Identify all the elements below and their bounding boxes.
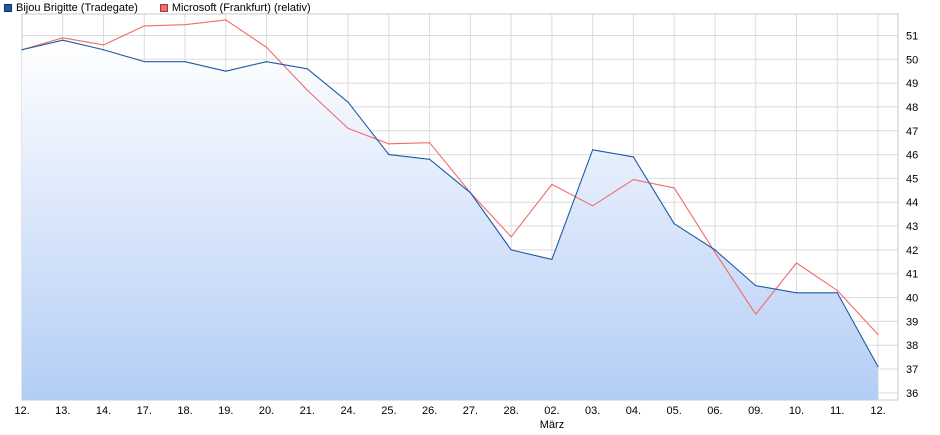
legend-item-microsoft[interactable]: Microsoft (Frankfurt) (relativ) xyxy=(159,2,311,14)
x-tick-label: 14. xyxy=(96,405,111,417)
data-point-series-0 xyxy=(102,49,105,51)
data-point-series-1 xyxy=(225,19,227,21)
data-point-series-0 xyxy=(551,258,553,261)
y-tick-label: 40 xyxy=(906,293,918,305)
data-point-series-0 xyxy=(469,192,471,194)
data-point-series-1 xyxy=(143,25,145,27)
data-point-series-0 xyxy=(429,158,431,160)
data-point-series-1 xyxy=(755,313,757,315)
x-tick-label: 12. xyxy=(14,405,29,417)
x-tick-label: 11. xyxy=(830,405,844,417)
data-point-series-1 xyxy=(795,262,798,264)
x-axis-title: März xyxy=(540,419,564,431)
data-point-series-0 xyxy=(755,285,757,287)
legend-item-bijou-brigitte[interactable]: Bijou Brigitte (Tradegate) xyxy=(4,2,138,14)
y-tick-label: 38 xyxy=(906,340,918,352)
x-tick-label: 24. xyxy=(340,405,355,417)
y-axis: 36 37 38 39 40 41 42 43 44 45 46 47 48 49 50 51 xyxy=(906,30,918,399)
data-point-series-1 xyxy=(836,289,838,291)
data-point-series-0 xyxy=(347,101,349,103)
x-tick-label: 27. xyxy=(463,405,478,417)
data-point-series-1 xyxy=(347,127,349,129)
x-tick-label: 03. xyxy=(585,405,600,417)
data-point-series-1 xyxy=(714,251,716,253)
x-tick-label: 17. xyxy=(137,405,152,417)
y-tick-label: 39 xyxy=(906,316,918,328)
x-tick-label: 06. xyxy=(707,405,722,417)
y-tick-label: 44 xyxy=(906,197,918,209)
data-point-series-0 xyxy=(388,153,390,156)
x-tick-label: 13. xyxy=(55,405,70,417)
y-tick-label: 47 xyxy=(906,126,918,138)
y-tick-label: 46 xyxy=(906,150,918,162)
data-point-series-1 xyxy=(551,183,553,185)
y-tick-label: 45 xyxy=(906,173,918,185)
legend-label-microsoft: Microsoft (Frankfurt) (relativ) xyxy=(171,2,311,14)
data-point-series-0 xyxy=(592,149,594,151)
data-point-series-1 xyxy=(388,143,390,145)
y-tick-label: 37 xyxy=(906,364,918,376)
series-line-0 xyxy=(21,39,879,367)
x-tick-label: 26. xyxy=(422,405,437,417)
data-point-series-1 xyxy=(184,24,186,26)
data-point-series-0 xyxy=(225,70,227,72)
data-point-series-1 xyxy=(102,44,105,46)
series-line-1 xyxy=(21,19,879,335)
data-point-series-0 xyxy=(673,223,675,225)
data-point-series-0 xyxy=(714,249,716,251)
x-tick-label: 05. xyxy=(667,405,682,417)
data-point-series-0 xyxy=(510,249,512,251)
x-tick-label: 10. xyxy=(789,405,804,417)
data-point-series-0 xyxy=(21,49,23,51)
data-point-series-0 xyxy=(836,292,838,294)
series-lines xyxy=(21,19,879,368)
legend-swatch-bijou-brigitte xyxy=(4,4,12,12)
data-point-series-0 xyxy=(877,366,879,368)
data-point-series-0 xyxy=(184,61,186,63)
y-tick-label: 51 xyxy=(906,30,918,42)
area-fill xyxy=(22,40,878,401)
x-tick-label: 04. xyxy=(626,405,641,417)
y-tick-label: 49 xyxy=(906,78,918,90)
x-tick-label: 09. xyxy=(748,405,763,417)
data-point-series-0 xyxy=(306,68,308,70)
legend-label-bijou-brigitte: Bijou Brigitte (Tradegate) xyxy=(16,2,138,14)
data-point-series-0 xyxy=(795,292,798,294)
series-area-0 xyxy=(22,40,878,401)
data-point-series-1 xyxy=(306,89,308,91)
legend-swatch-microsoft xyxy=(159,4,168,12)
x-tick-label: 20. xyxy=(259,405,274,417)
x-tick-label: 25. xyxy=(381,405,396,417)
data-point-series-0 xyxy=(143,61,145,63)
data-point-series-1 xyxy=(510,236,512,238)
x-tick-label: 21. xyxy=(300,405,315,417)
data-point-series-0 xyxy=(265,61,268,63)
x-tick-label: 18. xyxy=(177,405,192,417)
data-point-series-1 xyxy=(632,178,635,181)
x-tick-label: 19. xyxy=(218,405,233,417)
x-tick-label: 02. xyxy=(544,405,559,417)
y-tick-label: 43 xyxy=(906,221,918,233)
y-tick-label: 50 xyxy=(906,54,918,66)
data-point-series-0 xyxy=(62,39,64,41)
x-tick-label: 12. xyxy=(870,405,885,417)
y-tick-label: 42 xyxy=(906,245,918,257)
data-point-series-1 xyxy=(877,333,879,336)
legend: Bijou Brigitte (Tradegate) Microsoft (Fr… xyxy=(4,1,333,15)
data-point-series-0 xyxy=(632,156,635,158)
data-point-series-1 xyxy=(265,46,268,48)
data-point-series-1 xyxy=(429,142,431,144)
x-tick-label: 28. xyxy=(503,405,518,417)
y-tick-label: 48 xyxy=(906,102,918,114)
x-axis: 12. 13. 14. 17. 18. 19. 20. 21. 24. 25. 26. 27. 28. 0… xyxy=(14,405,885,417)
data-point-series-1 xyxy=(673,187,675,189)
y-tick-label: 36 xyxy=(906,388,918,400)
y-tick-label: 41 xyxy=(906,269,918,281)
data-point-series-1 xyxy=(62,37,64,39)
data-point-series-1 xyxy=(592,205,594,207)
